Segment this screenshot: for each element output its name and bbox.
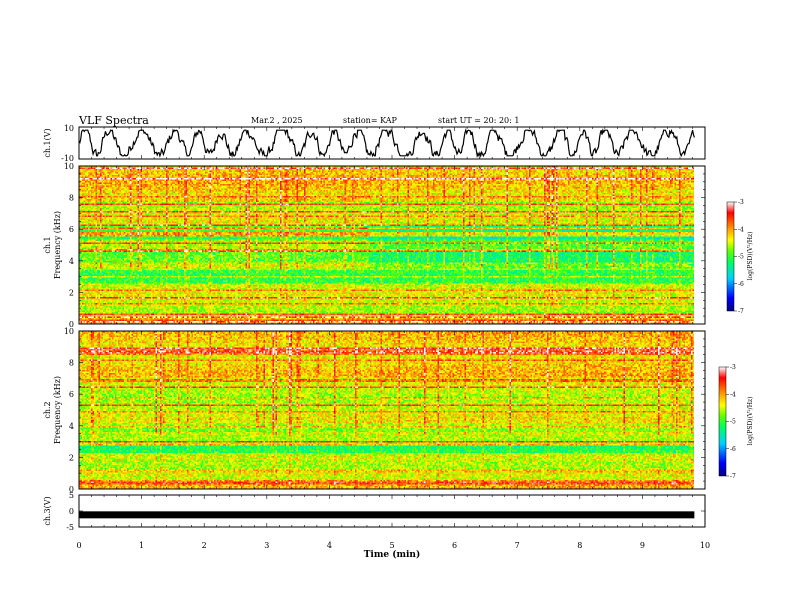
- time-tick-label: 8: [577, 541, 582, 550]
- ch3-ylabel: ch.3(V): [43, 496, 52, 525]
- ch2-spectrogram-time-ticks: [78, 331, 706, 489]
- time-tick-label: 0: [76, 541, 81, 550]
- colorbar-tick-label: -7: [738, 308, 744, 315]
- ch3-waveform-panel: 50-5 ch.3(V) 0 1 2 3 4 5 6 7 8 9 10 Time (min): [43, 491, 710, 560]
- time-tick-labels: 0 1 2 3 4 5 6 7 8 9 10: [76, 541, 710, 550]
- colorbar-ch2-ticks: -3 -4 -5 -6 -7: [726, 364, 736, 480]
- ch1-spectrogram-time-ticks: [78, 166, 706, 324]
- freq-tick-label: 8: [69, 359, 74, 368]
- station-label: station= KAP: [343, 116, 397, 125]
- freq-tick-label: 6: [69, 225, 74, 234]
- ch1-waveform-line: [78, 128, 695, 159]
- ch3-yticks: 5 0 -5: [66, 491, 705, 532]
- freq-tick-label: 4: [69, 422, 74, 431]
- ch3-waveform-frame: [78, 494, 706, 528]
- colorbar-tick-label: -7: [730, 473, 736, 480]
- time-tick-label: 10: [700, 541, 710, 550]
- freq-tick-label: 0: [69, 485, 74, 494]
- time-tick-label: 4: [327, 541, 332, 550]
- colorbar-ch2-label: log(PSD)(V²/Hz): [747, 397, 754, 446]
- x-axis-label: Time (min): [364, 549, 421, 560]
- ch2-spec-ylabel-channel: ch.2: [43, 401, 52, 418]
- freq-tick-label: 4: [69, 257, 74, 266]
- colorbar-ch1-label: log(PSD)(V²/Hz): [747, 232, 754, 281]
- ch1-waveform-ticks: [78, 127, 706, 159]
- colorbar-ch1-gradient: [726, 201, 735, 312]
- time-tick-label: 6: [452, 541, 457, 550]
- ch1-ylabel: ch.1(V): [43, 128, 52, 157]
- colorbar-tick-label: -3: [730, 364, 736, 371]
- ch3-ytick-label: -5: [66, 523, 74, 532]
- ch3-time-ticks: [78, 495, 706, 527]
- ch1-spec-ylabel-channel: ch.1: [43, 236, 52, 253]
- freq-tick-label: 10: [64, 162, 74, 171]
- freq-tick-label: 2: [69, 453, 74, 462]
- colorbar-ch1: -3 -4 -5 -6 -7 log(PSD)(V²/Hz): [726, 199, 754, 315]
- date-label: Mar.2 , 2025: [251, 116, 303, 125]
- start-time-label: start UT = 20: 20: 1: [438, 116, 520, 125]
- spectrogram-image: [79, 331, 694, 489]
- ch1-spectrogram-panel: 0 2 4 6 8 10 ch.1 Frequency (kHz): [43, 162, 706, 329]
- chart-title: VLF Spectra: [79, 114, 149, 127]
- time-tick-label: 3: [264, 541, 269, 550]
- freq-tick-label: 10: [64, 327, 74, 336]
- ch1-waveform-panel: 10 -10 ch.1(V): [43, 124, 706, 163]
- freq-tick-label: 2: [69, 288, 74, 297]
- ch2-frequency-ticks: 0 2 4 6 8 10: [64, 327, 705, 494]
- ch1-spec-ylabel-frequency: Frequency (kHz): [53, 211, 62, 279]
- time-tick-label: 1: [139, 541, 144, 550]
- colorbar-tick-label: -4: [730, 391, 736, 398]
- ch2-spec-ylabel-frequency: Frequency (kHz): [53, 376, 62, 444]
- colorbar-ch2: -3 -4 -5 -6 -7 log(PSD)(V²/Hz): [718, 364, 754, 480]
- ch3-ytick-label: 0: [69, 507, 74, 516]
- ch1-ytick-bottom: -10: [61, 154, 74, 163]
- colorbar-tick-label: -6: [730, 446, 736, 453]
- colorbar-tick-label: -3: [738, 199, 744, 206]
- colorbar-tick-label: -4: [738, 226, 744, 233]
- ch1-ytick-top: 10: [64, 124, 74, 133]
- colorbar-ch1-ticks: -3 -4 -5 -6 -7: [734, 199, 744, 315]
- freq-tick-label: 8: [69, 194, 74, 203]
- colorbar-ch2-gradient: [718, 366, 727, 477]
- colorbar-tick-label: -5: [738, 254, 744, 261]
- ch2-spectrogram-heatmap: [79, 331, 694, 489]
- time-tick-label: 5: [389, 541, 394, 550]
- ch1-frequency-ticks: 0 2 4 6 8 10: [64, 162, 705, 329]
- time-tick-label: 7: [515, 541, 520, 550]
- ch3-waveform-line: [79, 511, 695, 519]
- colorbar-tick-label: -6: [738, 281, 744, 288]
- time-tick-label: 2: [202, 541, 207, 550]
- ch2-spectrogram-panel: 0 2 4 6 8 10 ch.2 Frequency (kHz): [43, 327, 706, 494]
- ch3-ytick-label: 5: [69, 491, 74, 500]
- spectrogram-image: [79, 166, 694, 324]
- colorbar-tick-label: -5: [730, 419, 736, 426]
- freq-tick-label: 0: [69, 320, 74, 329]
- freq-tick-label: 6: [69, 390, 74, 399]
- ch1-spectrogram-heatmap: [79, 166, 694, 324]
- time-tick-label: 9: [640, 541, 645, 550]
